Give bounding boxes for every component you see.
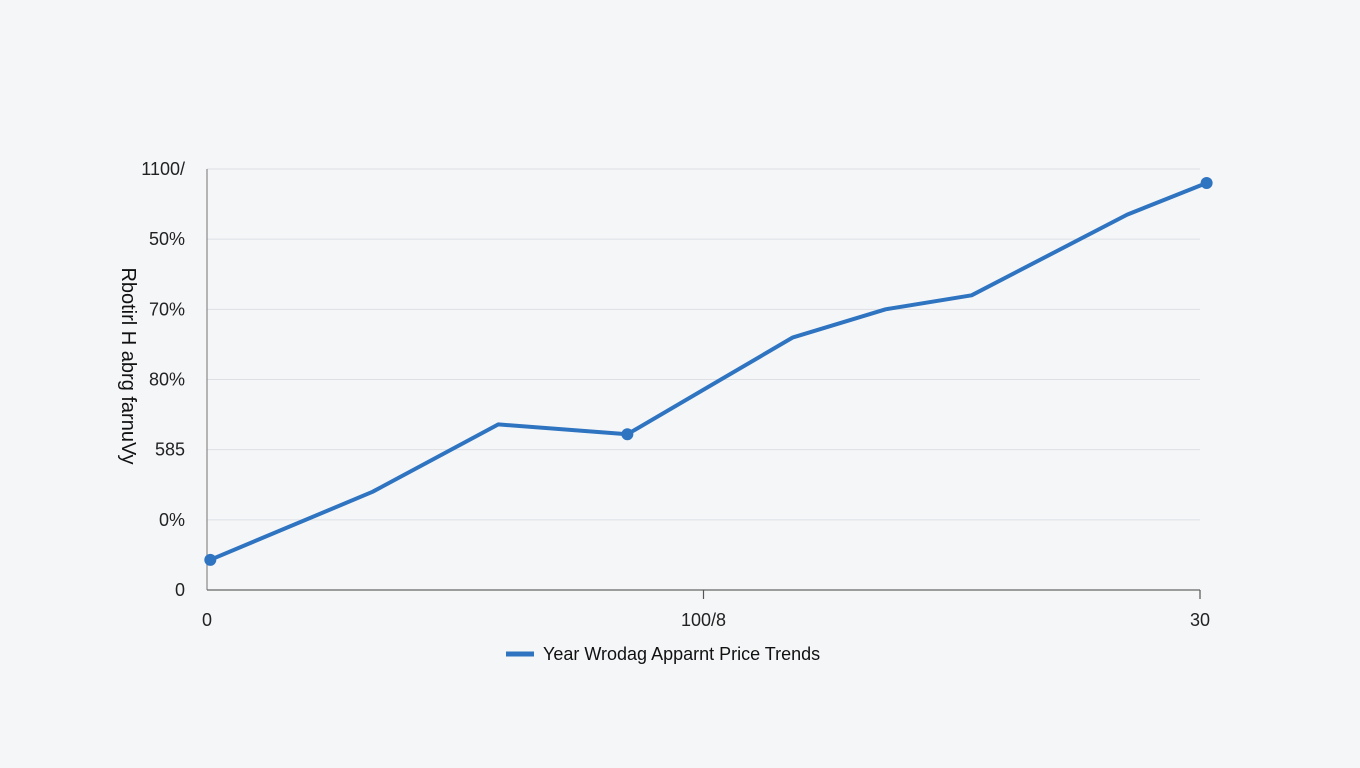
x-tick-label: 30 bbox=[1190, 610, 1210, 630]
y-axis-label: Rbotirl H abrg farnuVy bbox=[117, 267, 139, 464]
data-point bbox=[621, 428, 634, 441]
series-line bbox=[208, 181, 1209, 562]
series-layer bbox=[204, 177, 1213, 566]
y-tick-label: 585 bbox=[155, 440, 185, 460]
data-point bbox=[1200, 177, 1213, 190]
legend: Year Wrodag Apparnt Price Trends bbox=[506, 644, 820, 664]
y-tick-label: 0 bbox=[175, 580, 185, 600]
y-tick-label: 80% bbox=[149, 370, 185, 390]
x-tick-label: 0 bbox=[202, 610, 212, 630]
legend-label: Year Wrodag Apparnt Price Trends bbox=[543, 644, 820, 664]
y-tick-label: 0% bbox=[159, 510, 185, 530]
grid-lines bbox=[207, 168, 1200, 521]
y-tick-label: 70% bbox=[149, 299, 185, 319]
x-tick-labels: 0 100/8 30 bbox=[202, 590, 1210, 630]
y-tick-label: 1100/ bbox=[141, 159, 185, 179]
data-point bbox=[204, 553, 217, 566]
y-tick-labels: 0 0% 585 80% 70% 50% 1100/ bbox=[141, 159, 185, 600]
y-tick-label: 50% bbox=[149, 229, 185, 249]
x-tick-label: 100/8 bbox=[681, 610, 726, 630]
